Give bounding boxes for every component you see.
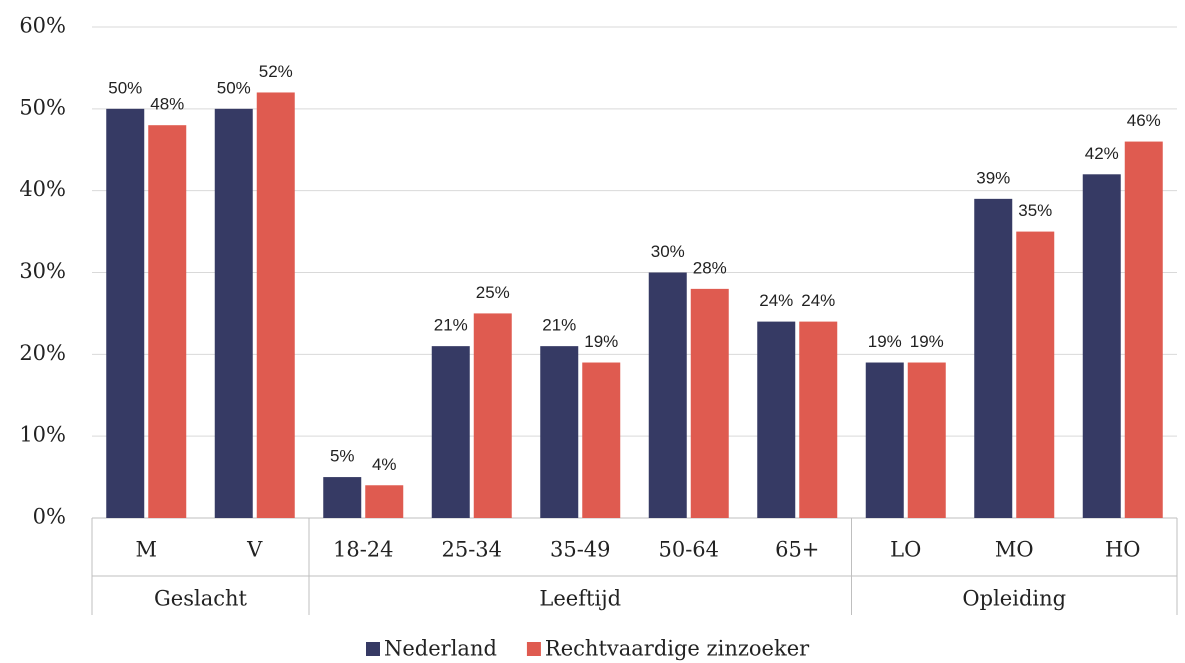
- value-label: 39%: [976, 168, 1010, 187]
- x-tick-label: HO: [1105, 538, 1141, 562]
- value-label: 5%: [330, 447, 355, 466]
- value-label: 21%: [434, 316, 468, 335]
- bar: [431, 346, 470, 518]
- x-tick-label: LO: [890, 538, 921, 562]
- value-label: 46%: [1127, 111, 1161, 130]
- group-label: Opleiding: [962, 587, 1066, 611]
- bar: [690, 288, 729, 518]
- y-tick-label: 10%: [19, 423, 66, 447]
- value-label: 30%: [651, 242, 685, 261]
- bar: [540, 346, 579, 518]
- legend-label: Nederland: [384, 637, 497, 661]
- value-label: 19%: [584, 332, 618, 351]
- y-tick-label: 30%: [19, 259, 66, 283]
- bar: [473, 313, 512, 518]
- group-label: Geslacht: [154, 587, 248, 611]
- bar: [582, 362, 621, 518]
- x-tick-label: M: [135, 538, 157, 562]
- legend-swatch: [526, 642, 541, 656]
- bar: [865, 362, 904, 518]
- bar: [799, 321, 838, 518]
- x-tick-label: 35-49: [550, 538, 611, 562]
- legend-swatch: [366, 642, 380, 656]
- value-label: 24%: [759, 291, 793, 310]
- value-label: 50%: [217, 78, 251, 97]
- value-label: 19%: [910, 332, 944, 351]
- y-tick-label: 50%: [19, 95, 66, 119]
- y-tick-label: 20%: [19, 341, 66, 365]
- value-label: 52%: [259, 62, 293, 81]
- y-tick-label: 0%: [33, 505, 66, 529]
- value-label: 50%: [108, 78, 142, 97]
- bar: [148, 125, 187, 518]
- y-tick-label: 60%: [19, 14, 66, 38]
- value-label: 19%: [868, 332, 902, 351]
- value-label: 28%: [693, 258, 727, 277]
- value-label: 21%: [542, 316, 576, 335]
- bar: [974, 198, 1013, 518]
- value-label: 25%: [476, 283, 510, 302]
- x-tick-label: MO: [995, 538, 1034, 562]
- x-tick-label: 65+: [775, 538, 819, 562]
- x-tick-label: 25-34: [441, 538, 502, 562]
- bar: [907, 362, 946, 518]
- bar: [1082, 174, 1121, 519]
- bar: [757, 321, 796, 518]
- bar: [106, 108, 145, 518]
- bar: [648, 272, 687, 518]
- bar: [256, 92, 295, 518]
- value-label: 24%: [801, 291, 835, 310]
- x-tick-label: 50-64: [658, 538, 719, 562]
- value-label: 35%: [1018, 201, 1052, 220]
- bar: [1124, 141, 1163, 519]
- value-label: 48%: [150, 95, 184, 114]
- bar: [1016, 231, 1055, 519]
- legend-label: Rechtvaardige zinzoeker: [545, 637, 810, 661]
- x-tick-label: V: [246, 538, 263, 562]
- bar: [365, 485, 404, 518]
- bar: [323, 477, 362, 518]
- y-tick-label: 40%: [19, 177, 66, 201]
- bar: [214, 108, 253, 518]
- x-tick-label: 18-24: [333, 538, 394, 562]
- value-label: 4%: [372, 455, 397, 474]
- value-label: 42%: [1085, 144, 1119, 163]
- group-label: Leeftijd: [539, 587, 621, 611]
